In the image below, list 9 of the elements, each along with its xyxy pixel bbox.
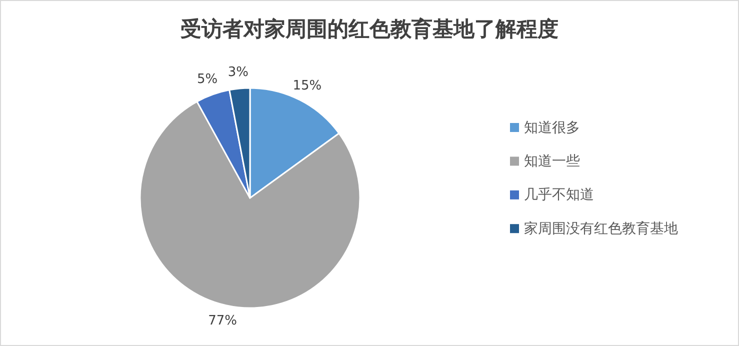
legend-label: 家周围没有红色教育基地 bbox=[524, 220, 678, 237]
data-label: 3% bbox=[228, 65, 248, 80]
legend-label: 几乎不知道 bbox=[524, 187, 594, 204]
legend-label: 知道很多 bbox=[524, 120, 580, 136]
legend-label: 知道一些 bbox=[524, 154, 580, 170]
chart-title: 受访者对家周围的红色教育基地了解程度 bbox=[180, 16, 558, 41]
data-label: 15% bbox=[292, 78, 322, 94]
data-label: 77% bbox=[208, 314, 237, 329]
data-label: 5% bbox=[197, 72, 218, 88]
